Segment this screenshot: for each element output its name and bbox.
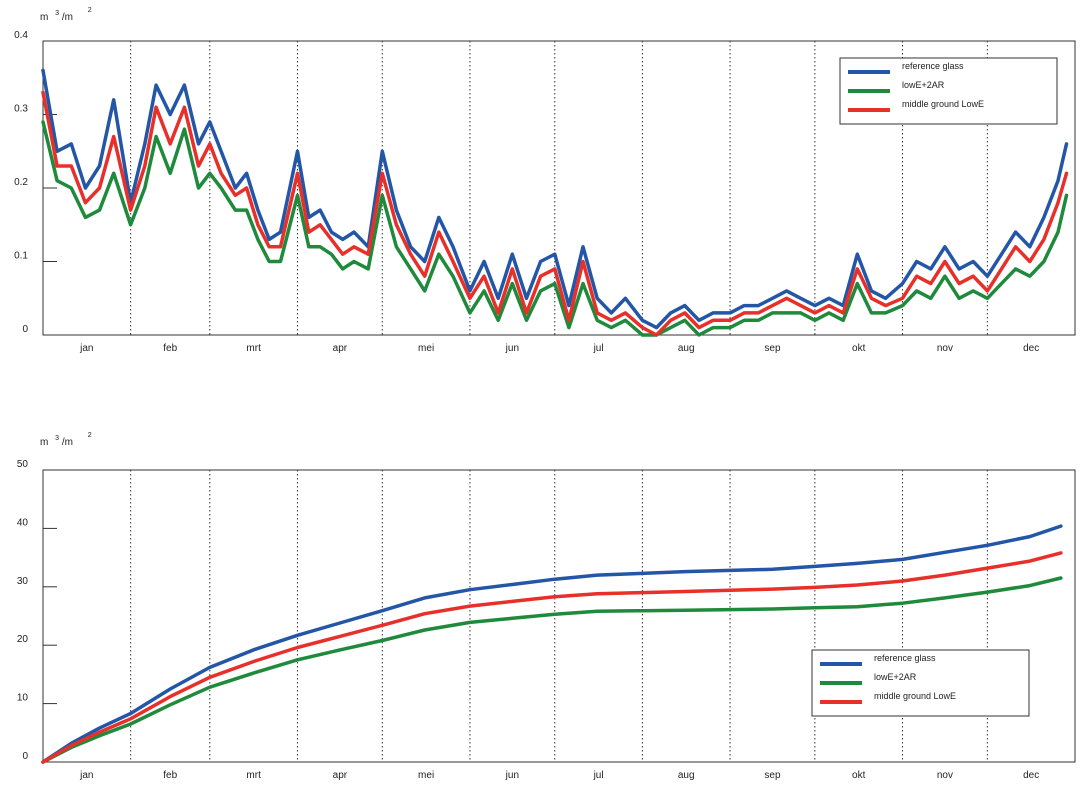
x-tick-label: okt [852,770,866,781]
x-tick-label: mei [418,770,434,781]
series-line-lowE_2AR [41,120,1069,337]
x-tick-label: dec [1023,343,1039,354]
x-tick-label: aug [678,343,695,354]
x-tick-label: jan [79,343,93,354]
series-line-reference_glass [41,524,1063,764]
x-tick-label: sep [764,343,781,354]
unit-sup1: 3 [55,435,59,442]
legend-label: reference glass [902,61,964,71]
x-tick-label: okt [852,343,866,354]
legend-label: lowE+2AR [902,80,945,90]
legend-label: reference glass [874,653,936,663]
y-tick-label: 50 [17,459,29,470]
series-line-middle_ground [41,551,1063,764]
x-tick-label: nov [937,343,953,354]
x-tick-label: feb [163,343,177,354]
y-tick-label: 0.2 [14,177,28,188]
x-tick-label: jul [593,343,604,354]
x-tick-label: jun [505,343,519,354]
series-line-lowE_2AR [41,576,1063,764]
y-unit-label: m 3 /m 2 [40,7,92,23]
y-tick-label: 0 [22,324,28,335]
legend-label: middle ground LowE [902,99,984,109]
unit-sup2: 2 [88,432,92,439]
unit-mid: /m [62,12,73,23]
x-tick-label: apr [333,343,348,354]
legend: reference glass lowE+2AR middle ground Low… [811,649,1030,717]
x-tick-label: apr [333,770,348,781]
y-tick-label: 0.1 [14,251,28,262]
x-tick-label: jun [505,770,519,781]
y-tick-label: 0.4 [14,30,28,41]
x-tick-label: mrt [246,343,261,354]
unit-sup2: 2 [88,7,92,14]
x-tick-label: mrt [246,770,261,781]
x-tick-label: nov [937,770,953,781]
cumulative-chart: m 3 /m 2 0 10 20 30 40 50 jan feb mrt apr mei jun ju… [17,432,1076,781]
plot-frame [42,469,1076,763]
y-tick-label: 30 [17,576,29,587]
x-tick-label: sep [764,770,781,781]
y-tick-label: 20 [17,634,29,645]
daily-chart: m 3 /m 2 0 0.1 0.2 0.3 0.4 jan feb mrt apr mei jun… [14,7,1076,354]
y-tick-label: 40 [17,517,29,528]
unit-mid: /m [62,437,73,448]
unit-base: m [40,437,48,448]
unit-sup1: 3 [55,10,59,17]
x-tick-label: dec [1023,770,1039,781]
x-tick-label: mei [418,343,434,354]
legend-label: middle ground LowE [874,691,956,701]
y-tick-label: 0.3 [14,104,28,115]
legend-label: lowE+2AR [874,672,917,682]
x-tick-label: jul [593,770,604,781]
y-tick-label: 10 [17,693,29,704]
legend: reference glass lowE+2AR middle ground Low… [839,57,1058,125]
unit-base: m [40,12,48,23]
x-tick-label: feb [163,770,177,781]
series-line-reference_glass [41,68,1069,330]
y-unit-label: m 3 /m 2 [40,432,92,448]
x-tick-label: aug [678,770,695,781]
y-tick-label: 0 [22,751,28,762]
x-tick-label: jan [79,770,93,781]
series-line-middle_ground [41,90,1069,337]
